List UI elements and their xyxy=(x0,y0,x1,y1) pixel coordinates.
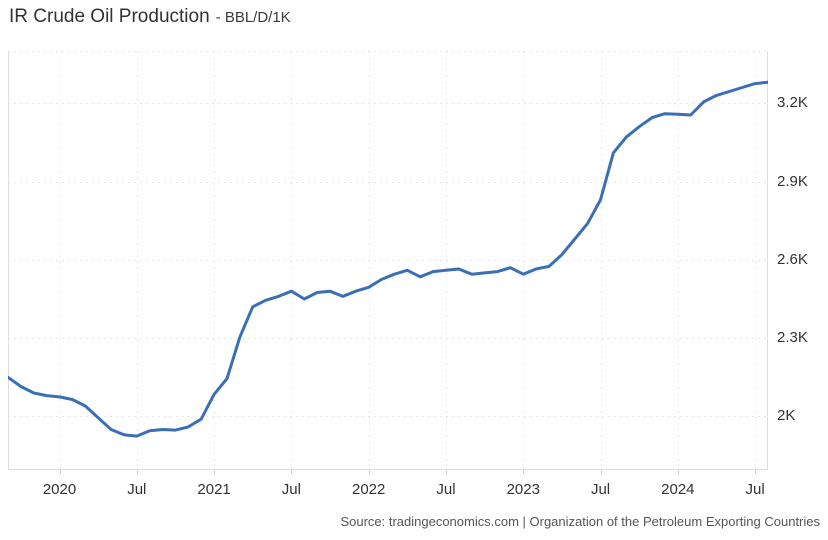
x-axis-label: 2021 xyxy=(197,481,231,498)
production-line-chart[interactable] xyxy=(8,51,768,475)
x-axis-label: 2020 xyxy=(42,481,77,498)
source-attribution: Source: tradingeconomics.com | Organizat… xyxy=(340,514,820,529)
chart-subtitle: - BBL/D/1K xyxy=(215,9,291,26)
series-line xyxy=(8,80,768,438)
x-axis-label: 2022 xyxy=(351,481,386,498)
x-axis-label: Jul xyxy=(281,481,301,498)
x-axis-label: 2023 xyxy=(506,481,540,498)
x-axis-label: Jul xyxy=(745,481,765,498)
y-axis-label: 3.2K xyxy=(777,94,808,112)
y-axis-label: 2.9K xyxy=(777,172,808,190)
x-axis-label: Jul xyxy=(127,481,147,498)
x-axis-label: 2024 xyxy=(661,481,695,498)
y-axis-label: 2K xyxy=(777,407,796,425)
chart-header: IR Crude Oil Production - BBL/D/1K xyxy=(9,6,291,28)
y-axis-label: 2.3K xyxy=(777,329,808,347)
x-axis-label: Jul xyxy=(436,481,456,498)
x-axis-label: Jul xyxy=(590,481,611,498)
y-axis-label: 2.6K xyxy=(777,250,808,268)
chart-title: IR Crude Oil Production xyxy=(9,6,210,27)
